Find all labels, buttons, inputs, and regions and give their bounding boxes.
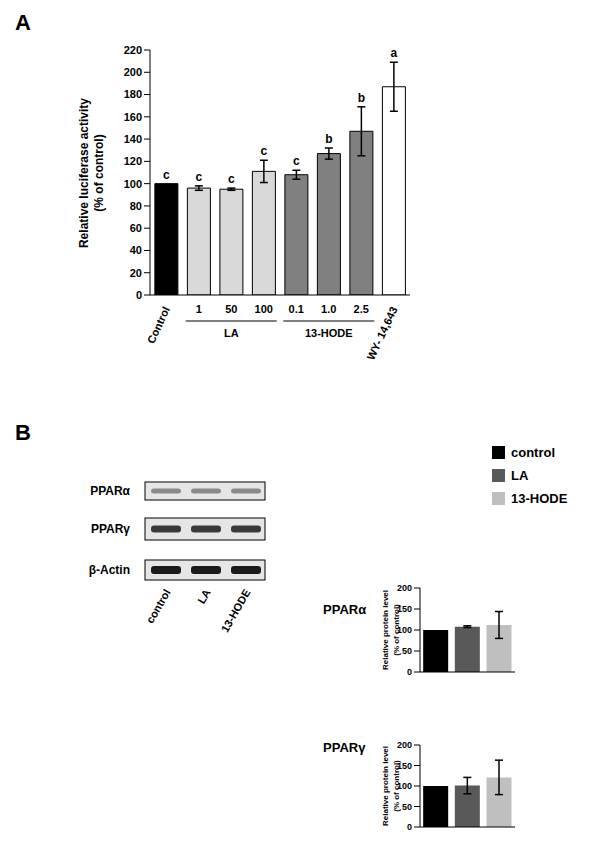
- svg-text:c: c: [261, 144, 268, 158]
- svg-text:1.0: 1.0: [321, 303, 336, 315]
- svg-text:13-HODE: 13-HODE: [218, 587, 252, 634]
- svg-text:β-Actin: β-Actin: [89, 563, 130, 577]
- svg-text:LA: LA: [511, 468, 529, 483]
- svg-text:a: a: [391, 46, 398, 60]
- svg-text:100: 100: [255, 303, 273, 315]
- svg-text:b: b: [325, 132, 332, 146]
- svg-text:PPARα: PPARα: [90, 484, 130, 498]
- svg-text:13-HODE: 13-HODE: [305, 327, 353, 339]
- svg-text:120: 120: [124, 155, 142, 167]
- svg-text:c: c: [293, 154, 300, 168]
- svg-text:Relative luciferase activity: Relative luciferase activity: [77, 98, 91, 248]
- svg-text:0: 0: [136, 289, 142, 301]
- svg-text:c: c: [228, 172, 235, 186]
- svg-text:A: A: [15, 10, 31, 35]
- svg-text:150: 150: [397, 761, 412, 771]
- svg-text:150: 150: [397, 604, 412, 614]
- svg-text:0.1: 0.1: [289, 303, 304, 315]
- svg-text:160: 160: [124, 111, 142, 123]
- svg-text:50: 50: [225, 303, 237, 315]
- svg-text:LA: LA: [224, 327, 239, 339]
- svg-text:2.5: 2.5: [354, 303, 369, 315]
- svg-text:c: c: [196, 170, 203, 184]
- svg-text:100: 100: [397, 625, 412, 635]
- svg-text:1: 1: [196, 303, 202, 315]
- svg-text:PPARα: PPARα: [323, 602, 366, 617]
- svg-text:PPARγ: PPARγ: [323, 740, 366, 755]
- svg-text:100: 100: [397, 781, 412, 791]
- svg-text:80: 80: [130, 200, 142, 212]
- svg-text:b: b: [358, 91, 365, 105]
- svg-text:control: control: [144, 587, 173, 625]
- svg-text:50: 50: [402, 646, 412, 656]
- svg-text:20: 20: [130, 267, 142, 279]
- svg-text:Relative protein level: Relative protein level: [381, 590, 390, 670]
- svg-text:PPARγ: PPARγ: [91, 522, 130, 536]
- svg-text:180: 180: [124, 88, 142, 100]
- svg-text:200: 200: [124, 66, 142, 78]
- svg-text:200: 200: [397, 583, 412, 593]
- svg-text:control: control: [511, 445, 555, 460]
- svg-text:Control: Control: [145, 305, 172, 346]
- svg-text:Relative protein level: Relative protein level: [381, 746, 390, 826]
- svg-text:60: 60: [130, 222, 142, 234]
- svg-text:B: B: [15, 420, 31, 445]
- svg-text:c: c: [163, 168, 170, 182]
- svg-text:40: 40: [130, 244, 142, 256]
- svg-text:100: 100: [124, 178, 142, 190]
- svg-text:0: 0: [407, 667, 412, 677]
- svg-text:220: 220: [124, 44, 142, 56]
- svg-text:140: 140: [124, 133, 142, 145]
- svg-text:LA: LA: [195, 587, 213, 606]
- svg-text:WY- 14,643: WY- 14,643: [364, 305, 399, 362]
- svg-text:200: 200: [397, 740, 412, 750]
- svg-text:(% of control): (% of control): [392, 604, 401, 656]
- svg-text:(% of control): (% of control): [392, 760, 401, 812]
- svg-text:13-HODE: 13-HODE: [511, 491, 568, 506]
- svg-text:50: 50: [402, 802, 412, 812]
- svg-text:0: 0: [407, 822, 412, 832]
- svg-text:(% of control): (% of control): [92, 134, 106, 211]
